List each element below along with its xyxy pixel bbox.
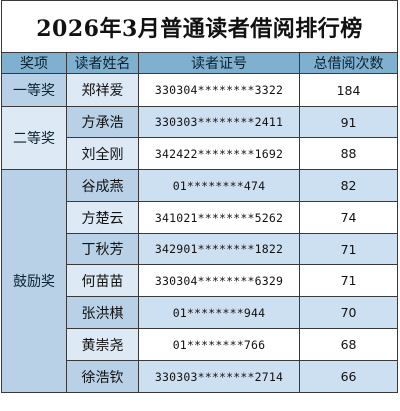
table-row: 刘全刚 342422********1692 88 <box>2 137 399 170</box>
borrow-total: 74 <box>298 201 399 234</box>
header-name: 读者姓名 <box>66 52 139 74</box>
reader-name: 谷成燕 <box>66 169 139 202</box>
borrow-total: 82 <box>298 169 399 202</box>
reader-card-no: 330304********3322 <box>138 73 300 107</box>
reader-name: 徐浩钦 <box>66 360 139 393</box>
reader-name: 何苗苗 <box>66 264 139 297</box>
table-row: 何苗苗 330304********6329 71 <box>2 264 399 297</box>
borrow-total: 71 <box>298 233 399 265</box>
reader-name: 方承浩 <box>66 106 139 138</box>
reader-name: 刘全刚 <box>66 137 139 170</box>
reader-card-no: 330303********2714 <box>138 360 300 393</box>
reader-card-no: 01********766 <box>138 328 300 361</box>
award-second: 二等奖 <box>1 106 67 170</box>
page-title: 2026年3月普通读者借阅排行榜 <box>0 0 399 53</box>
reader-name: 张洪棋 <box>66 296 139 329</box>
reader-name: 丁秋芳 <box>66 233 139 265</box>
header-total: 总借阅次数 <box>298 52 399 74</box>
award-first: 一等奖 <box>1 73 67 107</box>
table-row: 徐浩钦 330303********2714 66 <box>2 360 399 393</box>
reader-name: 郑祥爱 <box>66 73 139 107</box>
reader-card-no: 330303********2411 <box>138 106 300 138</box>
table-row: 鼓励奖 谷成燕 01********474 82 <box>1 169 399 393</box>
header-row: 奖项 读者姓名 读者证号 总借阅次数 <box>1 52 399 74</box>
reader-card-no: 342422********1692 <box>138 137 300 170</box>
title-row: 2026年3月普通读者借阅排行榜 <box>0 0 399 53</box>
reader-card-no: 01********474 <box>138 169 300 202</box>
header-card-no: 读者证号 <box>138 52 300 74</box>
reader-name: 黄崇尧 <box>66 328 139 361</box>
borrow-total: 88 <box>298 137 399 170</box>
reader-card-no: 342901********1822 <box>138 233 300 265</box>
borrow-total: 70 <box>298 296 399 329</box>
borrow-total: 68 <box>298 328 399 361</box>
reader-card-no: 341021********5262 <box>138 201 300 234</box>
table-row: 张洪棋 01********944 70 <box>2 296 399 329</box>
borrow-total: 66 <box>298 360 399 393</box>
reader-name: 方楚云 <box>66 201 139 234</box>
ranking-table: 2026年3月普通读者借阅排行榜 奖项 读者姓名 读者证号 总借阅次数 一等奖 … <box>0 0 399 393</box>
borrow-total: 91 <box>298 106 399 138</box>
reader-card-no: 01********944 <box>138 296 300 329</box>
table-row: 一等奖 郑祥爱 330304********3322 184 <box>1 73 399 107</box>
table-row: 二等奖 方承浩 330303********2411 91 <box>1 106 399 170</box>
borrow-total: 184 <box>298 73 399 107</box>
borrow-total: 71 <box>298 264 399 297</box>
reader-card-no: 330304********6329 <box>138 264 300 297</box>
table-row: 丁秋芳 342901********1822 71 <box>2 233 399 265</box>
award-encourage: 鼓励奖 <box>1 169 67 393</box>
header-award: 奖项 <box>1 52 67 74</box>
table-row: 方楚云 341021********5262 74 <box>2 201 399 234</box>
